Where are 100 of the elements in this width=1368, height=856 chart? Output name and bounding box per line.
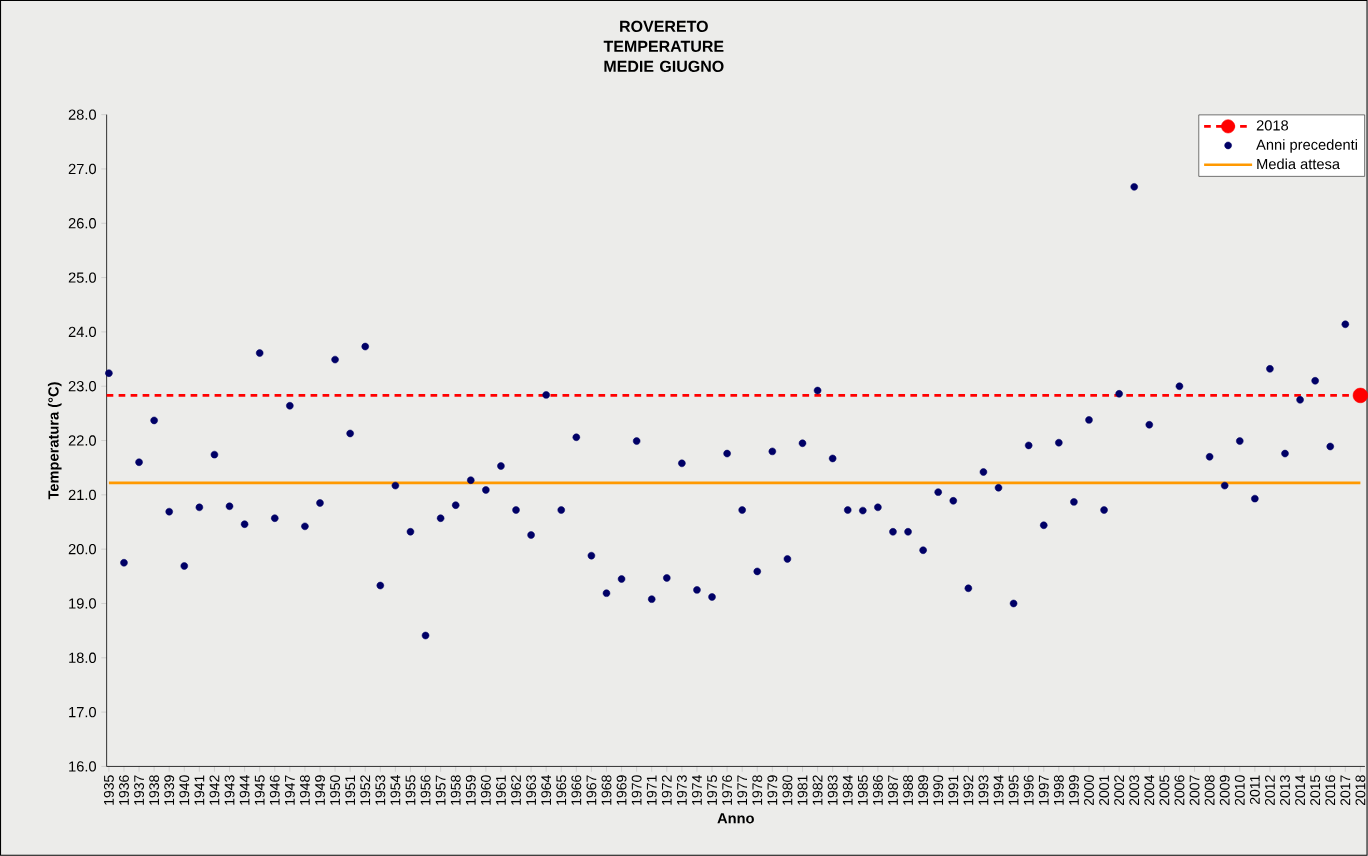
x-tick-label: 1987 <box>888 775 898 805</box>
x-tick-label: 1970 <box>631 775 642 805</box>
x-tick-label: 2007 <box>1189 775 1200 806</box>
x-tick-label: 1998 <box>1053 775 1064 805</box>
x-tick-label: 1982 <box>812 775 823 805</box>
chart-title: ROVERETO <box>620 20 708 33</box>
x-tick-label: 1980 <box>782 775 793 805</box>
x-tick-label: 1962 <box>511 775 521 805</box>
y-tick-label: 23.0 <box>68 381 96 392</box>
y-tick-label: 20.0 <box>68 544 96 555</box>
y-tick-label: 21.0 <box>68 489 96 501</box>
x-tick-label: 2004 <box>1144 775 1155 806</box>
x-tick-label: 1963 <box>526 775 537 805</box>
x-tick-label: 1989 <box>918 775 929 805</box>
x-tick-label: 1961 <box>495 775 506 805</box>
x-tick-label: 1988 <box>903 775 914 805</box>
x-tick-label: 1944 <box>239 775 250 805</box>
x-tick-label: 1993 <box>978 775 989 805</box>
x-tick-label: 1940 <box>179 775 190 805</box>
y-tick-label: 27.0 <box>68 163 96 175</box>
chart-subtitle: TEMPERATURE MEDIE GIUGNO <box>603 40 724 73</box>
x-tick-label: 1971 <box>646 775 657 805</box>
x-tick-label: 1983 <box>827 775 838 805</box>
x-tick-label: 1996 <box>1023 775 1034 805</box>
x-tick-label: 1973 <box>676 775 687 805</box>
x-tick-label: 2016 <box>1325 775 1336 806</box>
x-tick-label: 1943 <box>224 775 235 805</box>
y-axis-title: Temperatura (°C) <box>47 382 62 500</box>
x-tick-label: 2002 <box>1114 775 1125 806</box>
x-tick-label: 1959 <box>465 775 476 805</box>
x-tick-label: 2017 <box>1340 775 1351 806</box>
x-tick-label: 1953 <box>375 775 386 805</box>
x-tick-label: 1978 <box>752 775 763 805</box>
x-tick-label: 2010 <box>1234 775 1245 806</box>
x-tick-label: 1954 <box>390 775 401 805</box>
x-tick-label: 1999 <box>1068 775 1079 805</box>
x-tick-label: 1941 <box>194 775 205 805</box>
x-tick-label: 1951 <box>345 775 356 805</box>
x-tick-label: 1969 <box>616 775 627 805</box>
x-tick-label: 1939 <box>164 775 175 805</box>
x-tick-label: 2014 <box>1295 775 1306 806</box>
x-tick-label: 2006 <box>1174 775 1185 806</box>
x-tick-label: 2000 <box>1084 775 1094 806</box>
x-tick-label: 1967 <box>586 775 597 805</box>
legend-label: 2018 <box>1256 120 1289 131</box>
y-tick-label: 18.0 <box>69 652 96 664</box>
x-tick-label: 1946 <box>269 775 280 805</box>
x-tick-label: 1994 <box>993 775 1004 805</box>
x-tick-label: 1956 <box>420 775 431 805</box>
x-tick-label: 1968 <box>601 775 612 805</box>
x-tick-label: 1991 <box>948 775 959 805</box>
x-tick-label: 2008 <box>1204 775 1215 806</box>
x-tick-label: 2015 <box>1310 775 1321 806</box>
legend-label: Anni precedenti <box>1256 139 1357 153</box>
x-tick-label: 1965 <box>556 775 567 805</box>
x-tick-label: 2013 <box>1280 775 1290 806</box>
x-tick-label: 1949 <box>315 775 325 805</box>
x-tick-label: 2001 <box>1099 775 1110 806</box>
x-tick-label: 1955 <box>405 775 416 805</box>
x-tick-label: 1975 <box>707 775 717 805</box>
y-tick-label: 25.0 <box>68 272 96 283</box>
x-tick-label: 1958 <box>450 775 461 805</box>
x-tick-label: 1974 <box>692 775 702 805</box>
x-tick-label: 1942 <box>209 775 220 805</box>
x-tick-label: 1960 <box>480 775 491 805</box>
x-tick-label: 1981 <box>797 775 808 805</box>
x-tick-label: 1997 <box>1038 775 1049 805</box>
y-tick-label: 24.0 <box>68 326 96 338</box>
y-tick-label: 16.0 <box>69 761 96 772</box>
x-tick-label: 2018 <box>1355 775 1366 806</box>
y-tick-label: 28.0 <box>68 109 96 120</box>
x-tick-label: 1947 <box>284 775 295 805</box>
x-tick-label: 1990 <box>933 775 944 805</box>
legend-label: Media attesa <box>1257 158 1341 170</box>
x-tick-label: 1992 <box>963 775 974 805</box>
x-tick-label: 2012 <box>1264 775 1275 806</box>
x-tick-label: 1945 <box>254 775 265 805</box>
x-tick-label: 1966 <box>571 775 582 805</box>
x-tick-label: 1952 <box>360 775 371 805</box>
x-tick-label: 1984 <box>842 775 853 805</box>
x-tick-label: 1976 <box>722 775 733 805</box>
x-tick-label: 1964 <box>541 775 552 805</box>
x-tick-label: 1937 <box>134 775 145 805</box>
y-tick-label: 22.0 <box>68 435 96 446</box>
x-axis-title: Anno <box>717 813 754 824</box>
x-tick-label: 1985 <box>857 775 868 805</box>
x-tick-label: 1948 <box>299 775 310 805</box>
x-tick-label: 1977 <box>737 775 748 805</box>
x-tick-label: 1972 <box>661 775 672 805</box>
y-tick-label: 19.0 <box>69 598 96 609</box>
x-tick-label: 1938 <box>149 775 160 805</box>
x-tick-label: 1957 <box>435 775 446 805</box>
y-tick-label: 26.0 <box>68 218 96 229</box>
x-tick-label: 1935 <box>103 775 114 805</box>
y-tick-label: 17.0 <box>69 707 96 718</box>
x-tick-label: 2011 <box>1249 775 1260 805</box>
x-tick-label: 1950 <box>330 775 341 805</box>
x-tick-label: 2009 <box>1219 775 1230 806</box>
x-tick-label: 2005 <box>1159 775 1170 806</box>
x-tick-label: 1995 <box>1008 775 1019 805</box>
